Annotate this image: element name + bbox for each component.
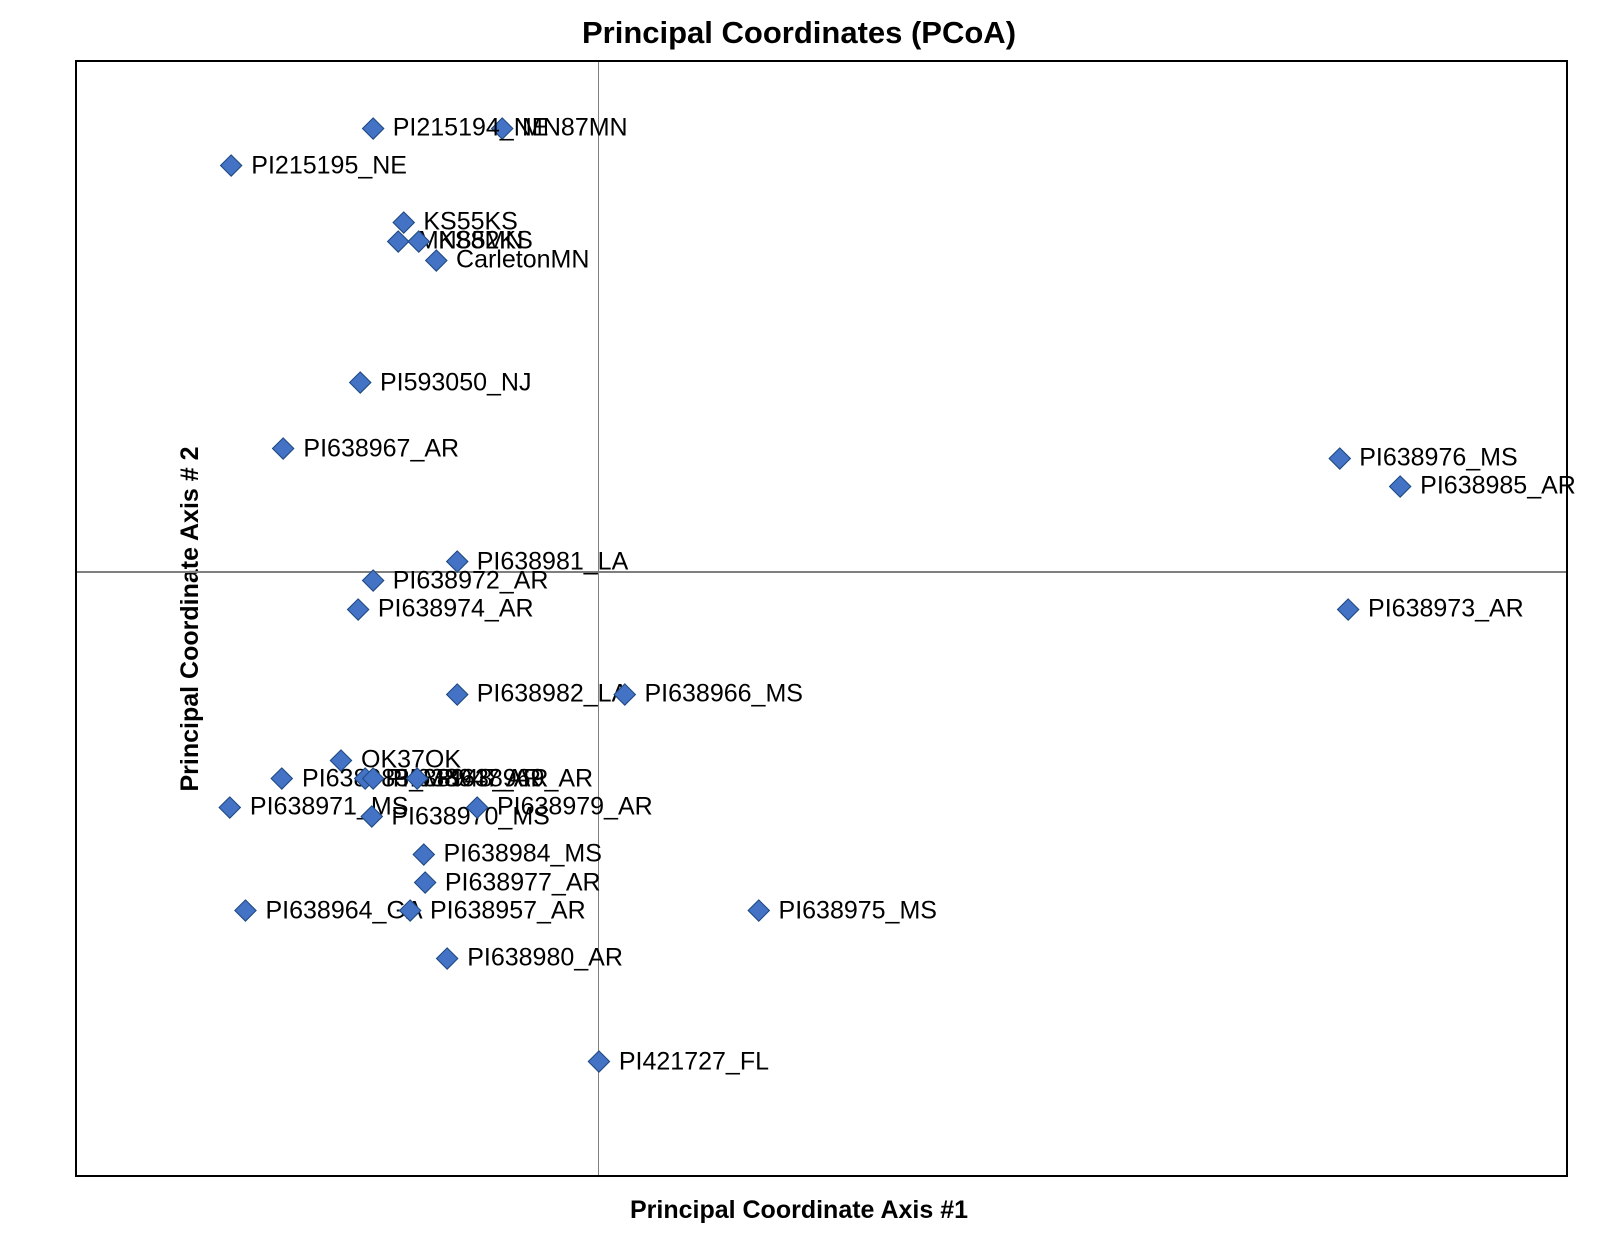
data-point: PI215195_NE xyxy=(223,151,407,180)
diamond-marker-icon xyxy=(588,1051,610,1073)
diamond-marker-icon xyxy=(271,768,293,790)
diamond-marker-icon xyxy=(347,598,369,620)
data-point-label: PI638974_AR xyxy=(378,595,534,624)
data-point-label: PI638973_AR xyxy=(1368,595,1524,624)
x-axis-origin-line xyxy=(77,571,1566,572)
data-point: PI593050_NJ xyxy=(352,368,531,397)
data-point-label: PI638972_AR xyxy=(393,566,549,595)
data-point: PI638957_AR xyxy=(402,896,586,925)
data-point: PI638985_AR xyxy=(1392,472,1576,501)
diamond-marker-icon xyxy=(219,796,241,818)
data-point: CarletonMN xyxy=(428,246,589,275)
diamond-marker-icon xyxy=(272,438,294,460)
diamond-marker-icon xyxy=(349,371,371,393)
data-point: PI638964_GA xyxy=(238,896,423,925)
data-point-label: PI215194_NE xyxy=(393,114,549,143)
data-point: PI638982_LA xyxy=(449,679,628,708)
diamond-marker-icon xyxy=(399,900,421,922)
diamond-marker-icon xyxy=(425,249,447,271)
diamond-marker-icon xyxy=(407,230,429,252)
diamond-marker-icon xyxy=(220,155,242,177)
data-point-label: PI638966_MS xyxy=(645,679,803,708)
data-point-label: PI638977_AR xyxy=(445,868,601,897)
diamond-marker-icon xyxy=(406,768,428,790)
diamond-marker-icon xyxy=(362,768,384,790)
chart-title: Principal Coordinates (PCoA) xyxy=(0,15,1598,51)
data-point-label: PI638980_AR xyxy=(467,944,623,973)
data-point-label: PI638957_AR xyxy=(430,896,586,925)
data-point: PI638973_AR xyxy=(1340,595,1524,624)
diamond-marker-icon xyxy=(234,900,256,922)
data-point-label: CarletonMN xyxy=(456,246,589,275)
diamond-marker-icon xyxy=(360,805,382,827)
data-point: PI638977_AR xyxy=(417,868,601,897)
data-point: PI638969_AR xyxy=(410,764,594,793)
diamond-marker-icon xyxy=(466,796,488,818)
data-point: PI638976_MS xyxy=(1331,444,1517,473)
data-point: PI638984_MS xyxy=(416,840,602,869)
plot-area: MN87MNPI215194_NEPI215195_NEKS55KSMN88MN… xyxy=(75,60,1568,1177)
y-axis-origin-line xyxy=(598,62,599,1175)
data-point: PI638974_AR xyxy=(350,595,534,624)
data-point: PI638980_AR xyxy=(439,944,623,973)
data-point: PI638967_AR xyxy=(276,434,460,463)
data-point-label: PI638969_AR xyxy=(437,764,593,793)
diamond-marker-icon xyxy=(446,683,468,705)
data-point-label: PI638982_LA xyxy=(477,679,629,708)
data-point: PI638966_MS xyxy=(617,679,803,708)
diamond-marker-icon xyxy=(436,947,458,969)
data-point: PI638975_MS xyxy=(751,896,937,925)
x-axis-label: Principal Coordinate Axis #1 xyxy=(0,1196,1598,1225)
diamond-marker-icon xyxy=(1337,598,1359,620)
data-point-label: PI638975_MS xyxy=(779,896,937,925)
data-point-label: PI593050_NJ xyxy=(380,368,532,397)
data-point-label: PI421727_FL xyxy=(619,1047,769,1076)
diamond-marker-icon xyxy=(1328,447,1350,469)
data-point-label: PI638985_AR xyxy=(1420,472,1576,501)
data-point: PI638979_AR xyxy=(469,793,653,822)
diamond-marker-icon xyxy=(362,117,384,139)
diamond-marker-icon xyxy=(613,683,635,705)
diamond-marker-icon xyxy=(412,843,434,865)
pcoa-scatter-chart: Principal Coordinates (PCoA) Principal C… xyxy=(0,0,1598,1237)
data-point-label: PI638979_AR xyxy=(497,793,653,822)
diamond-marker-icon xyxy=(1389,475,1411,497)
diamond-marker-icon xyxy=(414,871,436,893)
diamond-marker-icon xyxy=(747,900,769,922)
data-point: PI215194_NE xyxy=(365,114,549,143)
data-point: PI421727_FL xyxy=(591,1047,769,1076)
diamond-marker-icon xyxy=(362,570,384,592)
data-point-label: PI638984_MS xyxy=(443,840,601,869)
data-point-label: PI215195_NE xyxy=(251,151,407,180)
data-point-label: PI638976_MS xyxy=(1359,444,1517,473)
data-point: PI638972_AR xyxy=(365,566,549,595)
diamond-marker-icon xyxy=(387,230,409,252)
data-point-label: PI638967_AR xyxy=(303,434,459,463)
